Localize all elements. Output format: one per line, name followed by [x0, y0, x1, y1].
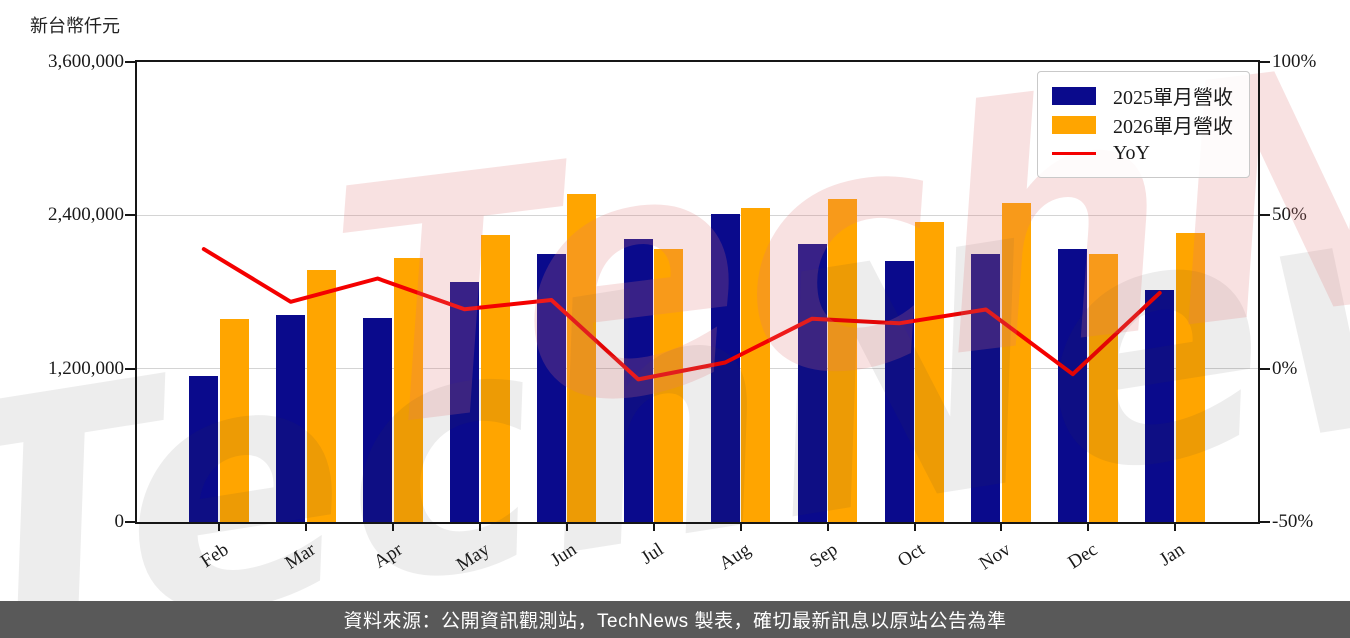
- bar-2025-apr: [363, 317, 393, 522]
- y-tick-mark-left: [125, 367, 135, 370]
- x-tick-mark: [218, 524, 221, 531]
- y-tick-mark-right: [1260, 214, 1270, 217]
- gridline: [137, 214, 1258, 217]
- x-tick-mark: [913, 524, 916, 531]
- y-tick-mark-right: [1260, 367, 1270, 370]
- legend: 2025單月營收 2026單月營收 YoY: [1037, 71, 1250, 178]
- yoy-polyline: [201, 247, 1162, 382]
- y-tick-label-right: -50%: [1272, 511, 1314, 532]
- bar-2026-mar: [306, 269, 336, 522]
- bar-2025-oct: [884, 260, 914, 522]
- bar-2026-oct: [915, 222, 944, 522]
- bar-2025-jan: [1145, 289, 1175, 522]
- x-tick-mark: [1087, 524, 1090, 531]
- bar-2026-nov: [1001, 202, 1031, 522]
- bar-2025-may: [450, 281, 479, 522]
- x-tick-mark: [1174, 524, 1177, 531]
- legend-swatch-2025: [1052, 86, 1096, 105]
- bar-2025-dec: [1058, 248, 1088, 522]
- x-tick-mark: [565, 524, 568, 531]
- y-tick-mark-right: [1260, 61, 1270, 63]
- y-tick-mark-right: [1260, 521, 1270, 523]
- legend-label: 2025單月營收: [1113, 87, 1233, 109]
- bar-2025-sep: [797, 244, 827, 522]
- bar-2026-aug: [741, 207, 771, 522]
- y-tick-label-right: 0%: [1272, 357, 1298, 379]
- yoy-line: [201, 247, 1162, 382]
- y-tick-label-left: 3,600,000: [48, 51, 124, 72]
- x-tick-mark: [305, 524, 308, 531]
- legend-swatch-2026: [1052, 115, 1096, 134]
- y-tick-label-right: 50%: [1272, 204, 1307, 226]
- y-tick-mark-left: [125, 521, 135, 523]
- bar-2026-feb: [219, 318, 249, 522]
- legend-item: YoY: [1038, 142, 1249, 164]
- y-tick-mark-left: [125, 61, 135, 63]
- legend-item: 2026單月營收: [1038, 115, 1249, 138]
- legend-item: 2025單月營收: [1038, 86, 1249, 109]
- legend-line-swatch-yoy: [1052, 151, 1096, 156]
- x-tick-mark: [826, 524, 829, 531]
- bar-2026-apr: [393, 257, 423, 522]
- bar-2026-may: [480, 235, 510, 522]
- y-tick-mark-left: [125, 214, 135, 217]
- bar-2026-sep: [828, 198, 858, 522]
- bar-2026-dec: [1088, 253, 1118, 522]
- x-tick-mark: [479, 524, 481, 531]
- bar-2025-feb: [189, 375, 219, 522]
- source-note: 資料來源：公開資訊觀測站，TechNews 製表，確切最新訊息以原站公告為準: [343, 611, 1007, 632]
- y-axis-unit-label: 新台幣仟元: [30, 16, 120, 36]
- x-tick-mark: [1000, 524, 1003, 531]
- y-tick-label-left: 1,200,000: [48, 357, 124, 379]
- bar-2025-aug: [710, 213, 740, 522]
- x-tick-mark: [652, 524, 655, 531]
- x-tick-mark: [392, 524, 395, 531]
- bar-2026-jul: [654, 249, 684, 522]
- legend-label: 2026單月營收: [1113, 116, 1233, 138]
- legend-label: YoY: [1113, 142, 1150, 164]
- bar-2025-mar: [276, 315, 306, 522]
- y-tick-label-left: 0: [114, 511, 125, 532]
- y-tick-label-right: 100%: [1272, 51, 1317, 72]
- plot-area: [137, 62, 1258, 522]
- bar-2026-jun: [567, 194, 597, 522]
- bar-2026-jan: [1175, 232, 1205, 522]
- y-tick-label-left: 2,400,000: [48, 204, 124, 226]
- bar-2025-nov: [971, 254, 1001, 522]
- footer-bar: 資料來源：公開資訊觀測站，TechNews 製表，確切最新訊息以原站公告為準: [0, 601, 1350, 638]
- x-tick-mark: [739, 524, 742, 531]
